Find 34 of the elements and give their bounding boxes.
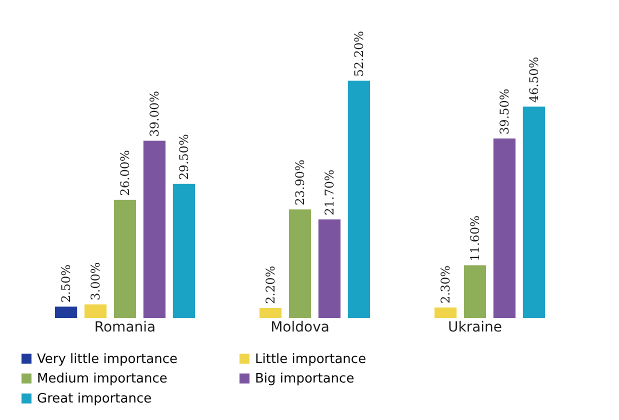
x-tick-label: Romania — [94, 320, 156, 336]
legend-label: Little importance — [255, 352, 366, 367]
bar — [84, 304, 107, 318]
data-label: 39.00% — [147, 90, 162, 137]
data-label: 46.50% — [526, 56, 541, 103]
data-label: 2.30% — [438, 265, 453, 304]
bar — [522, 106, 545, 318]
legend-label: Very little importance — [37, 352, 178, 367]
bar — [55, 306, 78, 318]
bar — [143, 140, 166, 318]
data-label: 26.00% — [118, 150, 132, 196]
data-label: 2.50% — [59, 264, 74, 303]
bar — [348, 80, 370, 318]
data-label: 21.70% — [322, 170, 336, 216]
bar — [172, 184, 195, 318]
data-label: 23.90% — [293, 160, 307, 206]
data-label: 11.60% — [468, 216, 482, 262]
data-label: 29.50% — [176, 134, 191, 180]
data-label: 52.20% — [352, 30, 366, 77]
x-tick-label: Moldova — [270, 320, 330, 336]
bar — [288, 209, 312, 318]
data-label: 2.20% — [264, 266, 278, 304]
bar — [318, 219, 341, 318]
bar — [259, 308, 282, 318]
bar — [114, 200, 136, 318]
data-label: 39.50% — [497, 88, 512, 134]
x-tick-label: Ukraine — [448, 320, 502, 336]
bar — [434, 308, 457, 318]
data-label: 3.00% — [88, 262, 103, 300]
bar — [493, 138, 516, 318]
legend-label: Great importance — [37, 392, 152, 406]
legend-label: Big importance — [255, 372, 354, 386]
bar — [464, 265, 486, 318]
legend-label: Medium importance — [37, 372, 168, 386]
